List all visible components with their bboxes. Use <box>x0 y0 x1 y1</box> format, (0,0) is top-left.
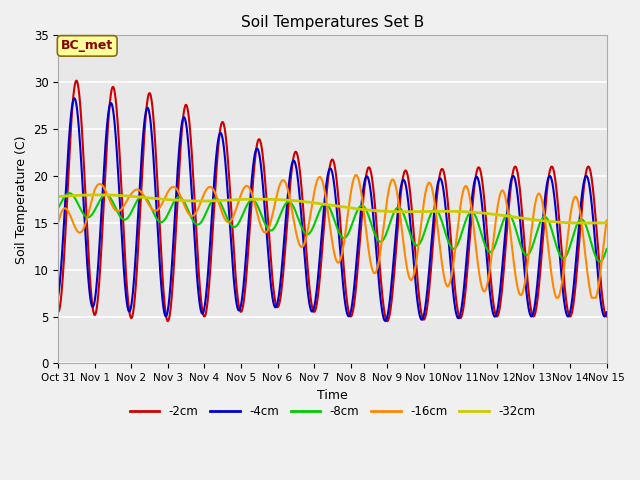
-2cm <box>177 141 185 146</box>
Line: -16cm: -16cm <box>58 175 607 298</box>
-4cm <box>538 224 546 230</box>
-32cm <box>603 220 611 226</box>
-8cm <box>596 259 604 264</box>
-8cm <box>238 214 246 219</box>
-32cm <box>238 196 246 202</box>
-2cm <box>419 314 426 320</box>
-8cm <box>54 205 62 211</box>
-16cm <box>176 192 184 198</box>
-4cm <box>603 310 611 315</box>
Line: -8cm: -8cm <box>58 193 607 262</box>
-16cm <box>353 172 360 178</box>
X-axis label: Time: Time <box>317 389 348 402</box>
-2cm <box>603 313 611 319</box>
-16cm <box>553 295 561 300</box>
-16cm <box>603 218 611 224</box>
-8cm <box>538 216 546 222</box>
Title: Soil Temperatures Set B: Soil Temperatures Set B <box>241 15 424 30</box>
-8cm <box>490 246 497 252</box>
-4cm <box>419 317 426 323</box>
-2cm <box>538 244 546 250</box>
-4cm <box>54 293 62 299</box>
-8cm <box>65 191 73 196</box>
-32cm <box>177 198 184 204</box>
Legend: -2cm, -4cm, -8cm, -16cm, -32cm: -2cm, -4cm, -8cm, -16cm, -32cm <box>125 401 540 423</box>
-16cm <box>538 197 546 203</box>
-32cm <box>490 211 497 217</box>
-2cm <box>54 309 62 315</box>
Line: -32cm: -32cm <box>58 195 607 223</box>
-32cm <box>94 192 102 198</box>
-4cm <box>381 318 389 324</box>
-32cm <box>163 197 171 203</box>
-16cm <box>54 220 62 226</box>
-2cm <box>72 78 80 84</box>
-4cm <box>70 96 78 101</box>
-4cm <box>163 311 171 316</box>
-4cm <box>238 297 246 303</box>
Text: BC_met: BC_met <box>61 39 113 52</box>
-8cm <box>418 237 426 242</box>
-16cm <box>163 191 171 197</box>
Y-axis label: Soil Temperature (C): Soil Temperature (C) <box>15 135 28 264</box>
-8cm <box>163 213 171 218</box>
-2cm <box>163 317 171 323</box>
-32cm <box>582 220 590 226</box>
-32cm <box>538 218 546 224</box>
-2cm <box>239 307 246 312</box>
-4cm <box>490 312 498 318</box>
-32cm <box>54 193 62 199</box>
-16cm <box>490 237 497 242</box>
-2cm <box>490 303 498 309</box>
Line: -4cm: -4cm <box>58 98 607 321</box>
Line: -2cm: -2cm <box>58 81 607 321</box>
-32cm <box>418 209 426 215</box>
-8cm <box>603 246 611 252</box>
-8cm <box>177 195 184 201</box>
-16cm <box>418 215 426 221</box>
-2cm <box>164 318 172 324</box>
-16cm <box>237 191 245 196</box>
-4cm <box>177 131 184 137</box>
